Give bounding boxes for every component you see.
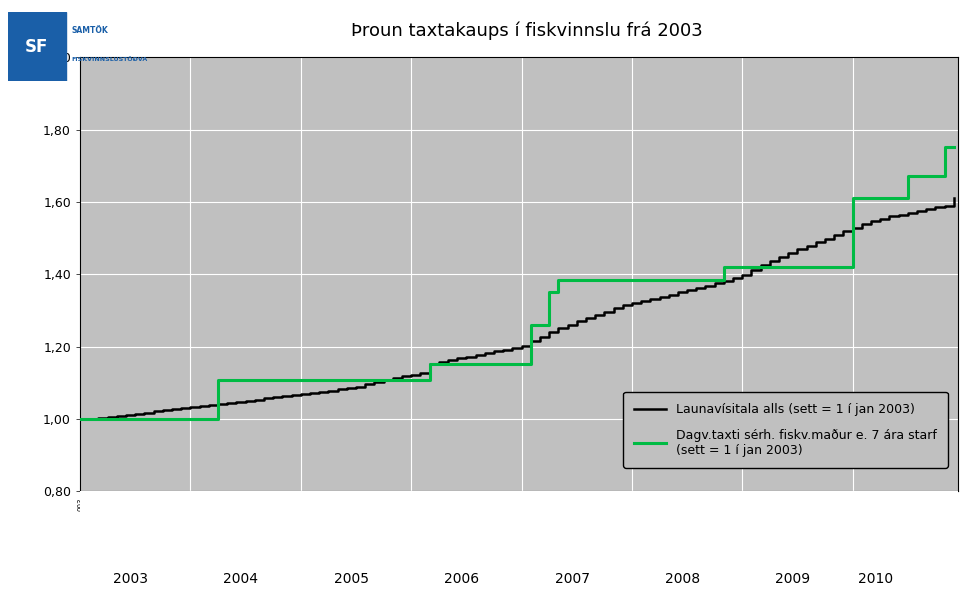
Text: 2003: 2003	[113, 572, 148, 586]
Text: 2004: 2004	[224, 572, 259, 586]
Bar	[8, 12, 65, 81]
Text: 2005: 2005	[334, 572, 369, 586]
Text: Þroun taxtakaups í fiskvinnslu frá 2003: Þroun taxtakaups í fiskvinnslu frá 2003	[351, 21, 703, 40]
Legend: Launavísitala alls (sett = 1 í jan 2003), Dagv.taxti sérh. fiskv.maður e. 7 ára : Launavísitala alls (sett = 1 í jan 2003)…	[623, 392, 948, 468]
Text: SAMTÖK: SAMTÖK	[71, 25, 107, 34]
Text: 2006: 2006	[444, 572, 479, 586]
Text: 2008: 2008	[665, 572, 700, 586]
Text: 2010: 2010	[858, 572, 893, 586]
Text: SF: SF	[25, 38, 49, 55]
Text: 2009: 2009	[775, 572, 810, 586]
Text: 2007: 2007	[554, 572, 590, 586]
Text: FISKVINNSLUSTÖÐVA: FISKVINNSLUSTÖÐVA	[71, 57, 147, 62]
